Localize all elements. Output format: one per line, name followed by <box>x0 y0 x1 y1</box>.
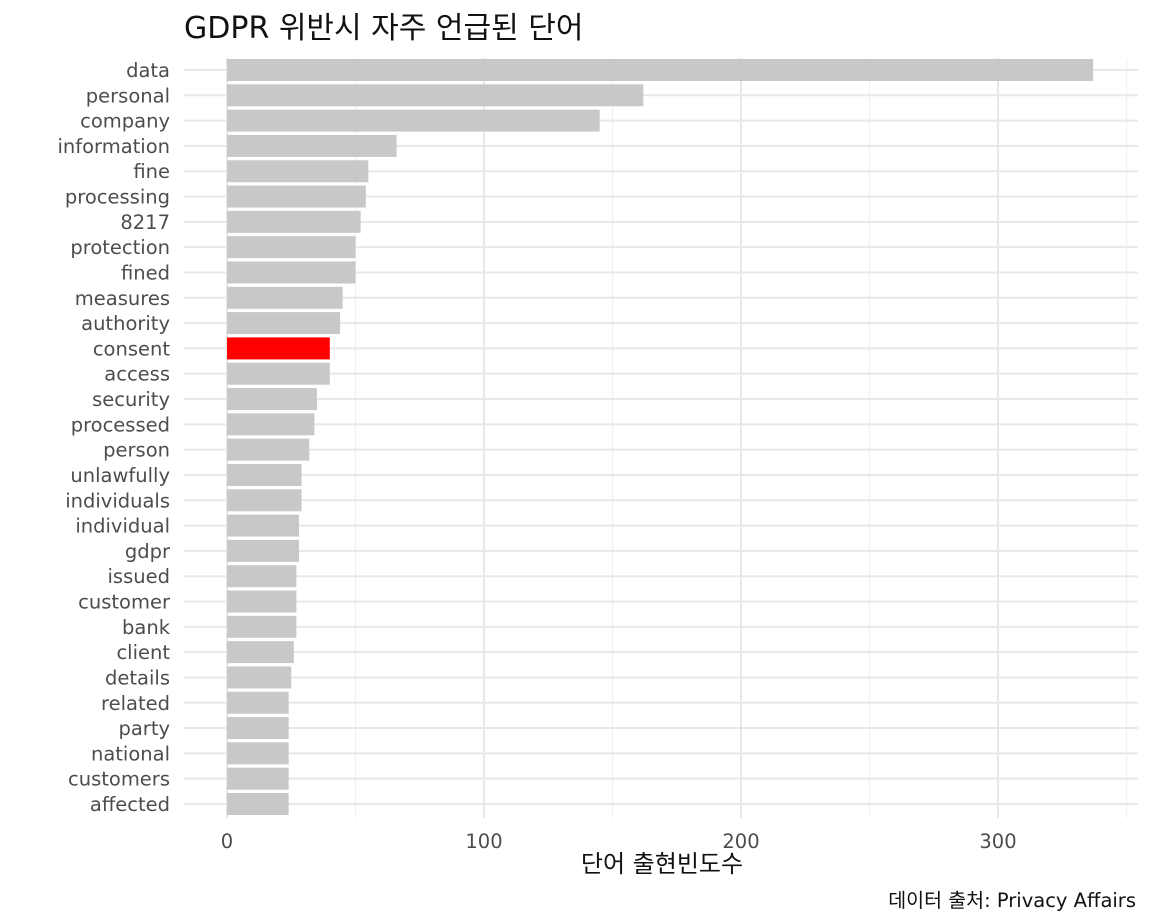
category-label: national <box>91 742 170 765</box>
category-label: data <box>126 59 170 82</box>
x-axis-title: 단어 출현빈도수 <box>581 850 743 878</box>
category-label: company <box>80 110 170 133</box>
category-label: person <box>103 439 170 462</box>
category-label: party <box>118 717 170 740</box>
x-tick-label: 200 <box>722 830 759 853</box>
category-label: access <box>104 363 170 386</box>
category-label: related <box>101 692 170 715</box>
category-label: consent <box>93 337 171 360</box>
bar-8217 <box>227 210 361 233</box>
bar-measures <box>227 286 343 309</box>
bar-personal <box>227 84 644 107</box>
bar-client <box>227 641 294 664</box>
bar-individuals <box>227 489 302 512</box>
x-tick-labels: 0 100 200 300 <box>221 830 1017 853</box>
bar-fine <box>227 160 369 183</box>
bar-data <box>227 59 1094 81</box>
bar-security <box>227 388 317 411</box>
bar-company <box>227 109 600 132</box>
bar-bank <box>227 615 297 638</box>
caption: 데이터 출처: Privacy Affairs <box>888 889 1136 912</box>
category-label: fine <box>133 160 170 183</box>
bar-issued <box>227 565 297 588</box>
category-label: details <box>105 666 170 689</box>
bar-gdpr <box>227 539 299 562</box>
category-label: customer <box>78 591 171 614</box>
bar-customers <box>227 767 289 790</box>
bar-access <box>227 362 330 385</box>
bar-information <box>227 134 397 157</box>
category-label: unlawfully <box>70 464 170 487</box>
bar-consent <box>227 337 330 360</box>
bar-unlawfully <box>227 463 302 486</box>
category-label: individuals <box>65 489 170 512</box>
bar-customer <box>227 590 297 613</box>
bar-processed <box>227 413 315 436</box>
category-label: security <box>92 388 170 411</box>
category-label: fined <box>121 261 170 284</box>
bar-processing <box>227 185 366 208</box>
category-label: gdpr <box>125 540 171 563</box>
x-tick-label: 100 <box>465 830 502 853</box>
bar-protection <box>227 236 356 259</box>
category-label: authority <box>81 312 170 335</box>
bar-affected <box>227 792 289 815</box>
bar-national <box>227 742 289 765</box>
bar-related <box>227 691 289 714</box>
category-label: issued <box>108 565 170 588</box>
x-tick-label: 300 <box>979 830 1016 853</box>
bar-party <box>227 717 289 740</box>
category-label: protection <box>70 236 170 259</box>
category-label: personal <box>86 84 170 107</box>
category-label: client <box>116 641 170 664</box>
category-label: bank <box>122 616 171 639</box>
category-label: individual <box>75 515 170 538</box>
category-label: processing <box>65 186 170 209</box>
bar-authority <box>227 312 341 335</box>
category-label: processed <box>71 413 170 436</box>
category-label: affected <box>90 793 170 816</box>
category-label: measures <box>75 287 170 310</box>
category-label: information <box>57 135 170 158</box>
category-label: 8217 <box>120 211 170 234</box>
bar-individual <box>227 514 299 537</box>
bar-fined <box>227 261 356 284</box>
x-tick-label: 0 <box>221 830 233 853</box>
chart-title: GDPR 위반시 자주 언급된 단어 <box>184 11 583 46</box>
bars <box>227 59 1094 815</box>
bar-person <box>227 438 310 461</box>
bar-details <box>227 666 292 689</box>
category-label: customers <box>68 768 170 791</box>
